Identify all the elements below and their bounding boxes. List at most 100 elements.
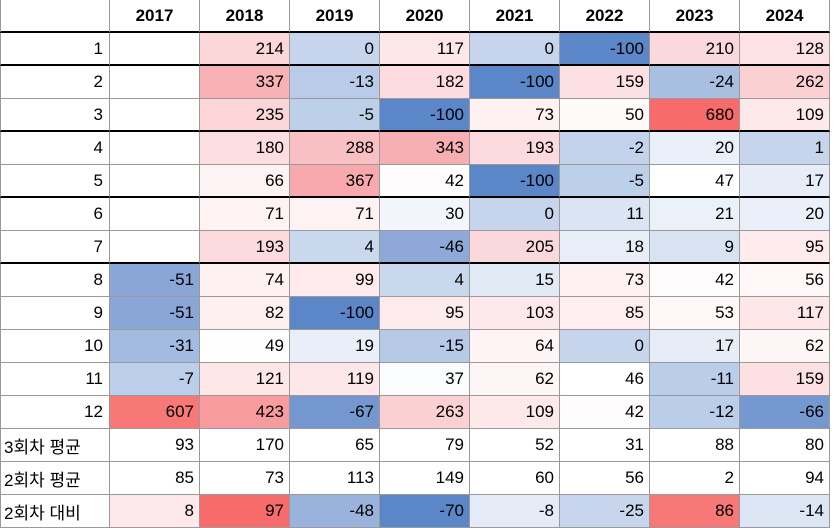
value-cell: 85 [560, 297, 650, 330]
value-cell: -12 [650, 396, 740, 429]
value-cell: 109 [470, 396, 560, 429]
value-cell [110, 231, 200, 264]
value-cell: -24 [650, 66, 740, 99]
summary-value-cell: 79 [380, 429, 470, 462]
value-cell: 288 [290, 132, 380, 165]
row-label: 10 [0, 330, 110, 363]
value-cell: 121 [200, 363, 290, 396]
column-header-2021: 2021 [470, 0, 560, 33]
value-cell: 680 [650, 99, 740, 132]
value-cell: 4 [290, 231, 380, 264]
value-cell: 117 [380, 33, 470, 66]
summary-value-cell: 86 [650, 495, 740, 528]
value-cell: 73 [560, 264, 650, 297]
summary-value-cell: 88 [650, 429, 740, 462]
value-cell: -67 [290, 396, 380, 429]
value-cell: 15 [470, 264, 560, 297]
value-cell: 99 [290, 264, 380, 297]
value-cell: 42 [560, 396, 650, 429]
row-label: 11 [0, 363, 110, 396]
value-cell: 53 [650, 297, 740, 330]
value-cell: 62 [470, 363, 560, 396]
value-cell: -100 [470, 165, 560, 198]
value-cell: 19 [290, 330, 380, 363]
summary-value-cell: 113 [290, 462, 380, 495]
value-cell: 0 [470, 198, 560, 231]
value-cell: 20 [740, 198, 830, 231]
value-cell: -51 [110, 297, 200, 330]
value-cell: 11 [560, 198, 650, 231]
summary-value-cell: 80 [740, 429, 830, 462]
value-cell: 128 [740, 33, 830, 66]
value-cell: -5 [560, 165, 650, 198]
value-cell: 119 [290, 363, 380, 396]
value-cell: 117 [740, 297, 830, 330]
value-cell: 82 [200, 297, 290, 330]
value-cell: 205 [470, 231, 560, 264]
value-cell: 20 [650, 132, 740, 165]
value-cell: 37 [380, 363, 470, 396]
value-cell: 159 [740, 363, 830, 396]
summary-value-cell: 8 [110, 495, 200, 528]
row-label: 7 [0, 231, 110, 264]
value-cell: 64 [470, 330, 560, 363]
column-header-2018: 2018 [200, 0, 290, 33]
row-label: 3 [0, 99, 110, 132]
value-cell: -100 [290, 297, 380, 330]
value-cell: 21 [650, 198, 740, 231]
value-cell [110, 99, 200, 132]
value-cell: 95 [740, 231, 830, 264]
row-label: 1 [0, 33, 110, 66]
value-cell: 0 [290, 33, 380, 66]
value-cell: 49 [200, 330, 290, 363]
value-cell: 263 [380, 396, 470, 429]
row-label: 2 [0, 66, 110, 99]
value-cell: -66 [740, 396, 830, 429]
value-cell: 17 [650, 330, 740, 363]
summary-label: 2회차 평균 [0, 462, 110, 495]
value-cell: 180 [200, 132, 290, 165]
row-label: 5 [0, 165, 110, 198]
column-header-2024: 2024 [740, 0, 830, 33]
value-cell: 607 [110, 396, 200, 429]
value-cell: 262 [740, 66, 830, 99]
value-cell [110, 33, 200, 66]
summary-value-cell: 2 [650, 462, 740, 495]
value-cell: -11 [650, 363, 740, 396]
value-cell: 210 [650, 33, 740, 66]
value-cell: 193 [470, 132, 560, 165]
value-cell: 214 [200, 33, 290, 66]
value-cell: 47 [650, 165, 740, 198]
column-header-2023: 2023 [650, 0, 740, 33]
value-cell: 74 [200, 264, 290, 297]
row-label: 6 [0, 198, 110, 231]
value-cell: 0 [560, 330, 650, 363]
value-cell: 1 [740, 132, 830, 165]
summary-label: 3회차 평균 [0, 429, 110, 462]
column-header-2017: 2017 [110, 0, 200, 33]
value-cell: -46 [380, 231, 470, 264]
summary-value-cell: 93 [110, 429, 200, 462]
summary-value-cell: 85 [110, 462, 200, 495]
value-cell: 109 [740, 99, 830, 132]
row-label: 8 [0, 264, 110, 297]
value-cell: -7 [110, 363, 200, 396]
summary-value-cell: -48 [290, 495, 380, 528]
value-cell: 159 [560, 66, 650, 99]
corner-cell [0, 0, 110, 33]
summary-value-cell: -25 [560, 495, 650, 528]
summary-value-cell: -70 [380, 495, 470, 528]
value-cell: 367 [290, 165, 380, 198]
summary-value-cell: 149 [380, 462, 470, 495]
value-cell: 235 [200, 99, 290, 132]
value-cell: -2 [560, 132, 650, 165]
value-cell: 71 [290, 198, 380, 231]
value-cell: 42 [650, 264, 740, 297]
summary-value-cell: 52 [470, 429, 560, 462]
row-label: 12 [0, 396, 110, 429]
value-cell: -100 [380, 99, 470, 132]
value-cell: 18 [560, 231, 650, 264]
value-cell: -100 [560, 33, 650, 66]
value-cell: 50 [560, 99, 650, 132]
